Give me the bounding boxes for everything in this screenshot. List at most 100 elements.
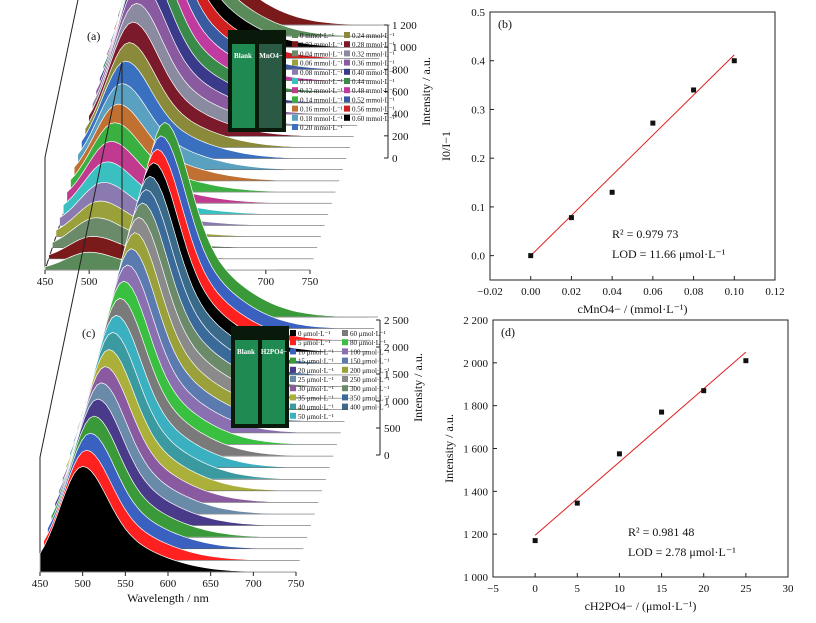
inset-label-sample: H2PO4−: [261, 348, 287, 356]
data-point: [650, 120, 656, 126]
legend-swatch: [290, 376, 296, 382]
legend-label: 0.24 mmol·L⁻¹: [352, 32, 395, 40]
legend-swatch: [342, 403, 348, 410]
legend-label: 0 μmol·L⁻¹: [298, 330, 330, 338]
z-tick-label: 0: [392, 153, 398, 165]
legend-label: 0.60 mmol·L⁻¹: [352, 115, 395, 123]
legend-swatch: [292, 96, 298, 103]
legend-label: 350 μmol·L⁻¹: [350, 394, 389, 402]
z-tick-label: 1 200: [392, 20, 417, 32]
z-tick-label: 1 000: [392, 42, 417, 54]
legend-swatch: [292, 124, 298, 130]
scatter-panel-b: −0.02 0.00 0.02 0.04 0.06 0.08 0.10 0.12 0.0 0.1 0…: [439, 7, 785, 316]
fit-line: [534, 351, 747, 536]
legend-swatch: [290, 394, 296, 401]
legend-swatch: [290, 403, 296, 410]
legend-label: 300 μmol·L⁻¹: [350, 385, 389, 393]
fit-line: [530, 54, 735, 256]
legend-swatch: [342, 366, 348, 373]
legend-label: 100 μmol·L⁻¹: [350, 348, 389, 356]
legend-label: 25 μmol·L⁻¹: [298, 376, 334, 384]
x-tick-label: 0.10: [725, 286, 745, 298]
y-tick-label: 0.5: [471, 7, 485, 19]
y-tick-label: 2 200: [463, 315, 488, 327]
legend-label: 0.12 mmol·L⁻¹: [300, 87, 343, 95]
legend-swatch: [342, 330, 348, 336]
data-point: [609, 189, 615, 195]
z-axis-label: Intensity / a.u.: [419, 57, 433, 126]
plot-frame: [489, 11, 776, 281]
legend-swatch: [344, 50, 350, 57]
data-point: [701, 388, 707, 394]
x-tick-label: 20: [698, 583, 710, 595]
legend-swatch: [292, 87, 298, 94]
x-tick-label: 500: [74, 578, 91, 590]
legend-swatch: [292, 41, 298, 48]
legend: 0 mmol·L⁻¹0.02 mmol·L⁻¹0.04 mmol·L⁻¹ 0.06…: [292, 32, 395, 132]
x-tick-label: 0.06: [643, 286, 663, 298]
x-tick-label: 0: [532, 583, 538, 595]
data-point: [659, 409, 665, 415]
legend-label: 40 μmol·L⁻¹: [298, 404, 334, 412]
legend-swatch: [290, 385, 296, 392]
legend-swatch: [290, 412, 296, 419]
y-tick-label: 1 000: [463, 572, 488, 584]
x-tick-label: 0.04: [603, 286, 623, 298]
legend-label: 0.28 mmol·L⁻¹: [352, 41, 395, 49]
z-tick-label: 200: [392, 131, 409, 143]
legend-label: 0.18 mmol·L⁻¹: [300, 115, 343, 123]
panel-label: (d): [501, 325, 515, 339]
x-tick-label: 550: [117, 578, 134, 590]
y-tick-label: 2 000: [463, 358, 488, 370]
y-tick-label: 1 200: [463, 529, 488, 541]
z-tick-label: 1 000: [384, 396, 409, 408]
x-tick-label: 650: [202, 578, 219, 590]
inset-label-blank: Blank: [234, 52, 252, 60]
lod-annotation: LOD = 11.66 μmol·L⁻¹: [612, 247, 726, 261]
legend-swatch: [342, 376, 348, 382]
data-point: [528, 253, 534, 259]
legend-label: 0.10 mmol·L⁻¹: [300, 78, 343, 86]
lod-annotation: LOD = 2.78 μmol·L⁻¹: [628, 545, 736, 559]
x-tick-label: 450: [37, 276, 54, 288]
legend-label: 250 μmol·L⁻¹: [350, 376, 389, 384]
legend-label: 30 μmol·L⁻¹: [298, 385, 334, 393]
x-tick-label: 30: [783, 583, 795, 595]
legend-swatch: [290, 357, 296, 364]
x-tick-label: 15: [656, 583, 668, 595]
y-tick-label: 0.4: [471, 56, 485, 68]
z-tick-label: 2 000: [384, 342, 409, 354]
legend-swatch: [292, 105, 298, 112]
z-tick-label: 600: [392, 87, 409, 99]
legend-label: 0.44 mmol·L⁻¹: [352, 78, 395, 86]
y-tick-label: 1 800: [463, 401, 488, 413]
legend-swatch: [290, 366, 296, 373]
data-point: [731, 58, 737, 64]
legend-label: 10 μmol·L⁻¹: [298, 348, 334, 356]
z-tick-label: 800: [392, 64, 409, 76]
legend-label: 0.08 mmol·L⁻¹: [300, 69, 343, 77]
panel-label: (b): [498, 17, 512, 31]
legend-swatch: [342, 357, 348, 364]
legend-swatch: [344, 114, 350, 121]
x-tick-label: 700: [258, 276, 275, 288]
data-point: [532, 538, 538, 544]
vial-blank: [232, 44, 255, 128]
legend-label: 0.16 mmol·L⁻¹: [300, 106, 343, 114]
legend-swatch: [292, 78, 298, 84]
vial-sample: [262, 340, 285, 424]
legend-swatch: [344, 87, 350, 94]
r2-annotation: R² = 0.981 48: [628, 525, 694, 539]
x-tick-label: 500: [81, 276, 98, 288]
data-point: [568, 215, 574, 221]
z-tick-label: 1 500: [384, 369, 409, 381]
legend-swatch: [292, 59, 298, 66]
legend-swatch: [290, 339, 296, 346]
legend-swatch: [342, 394, 348, 401]
legend-label: 0.02 mmol·L⁻¹: [300, 41, 343, 49]
legend-label: 15 μmol·L⁻¹: [298, 358, 334, 366]
x-axis-label: cMnO4− / (mmol·L⁻¹): [577, 302, 687, 316]
x-tick-label: 0.12: [765, 286, 784, 298]
x-tick-label: −5: [487, 583, 499, 595]
